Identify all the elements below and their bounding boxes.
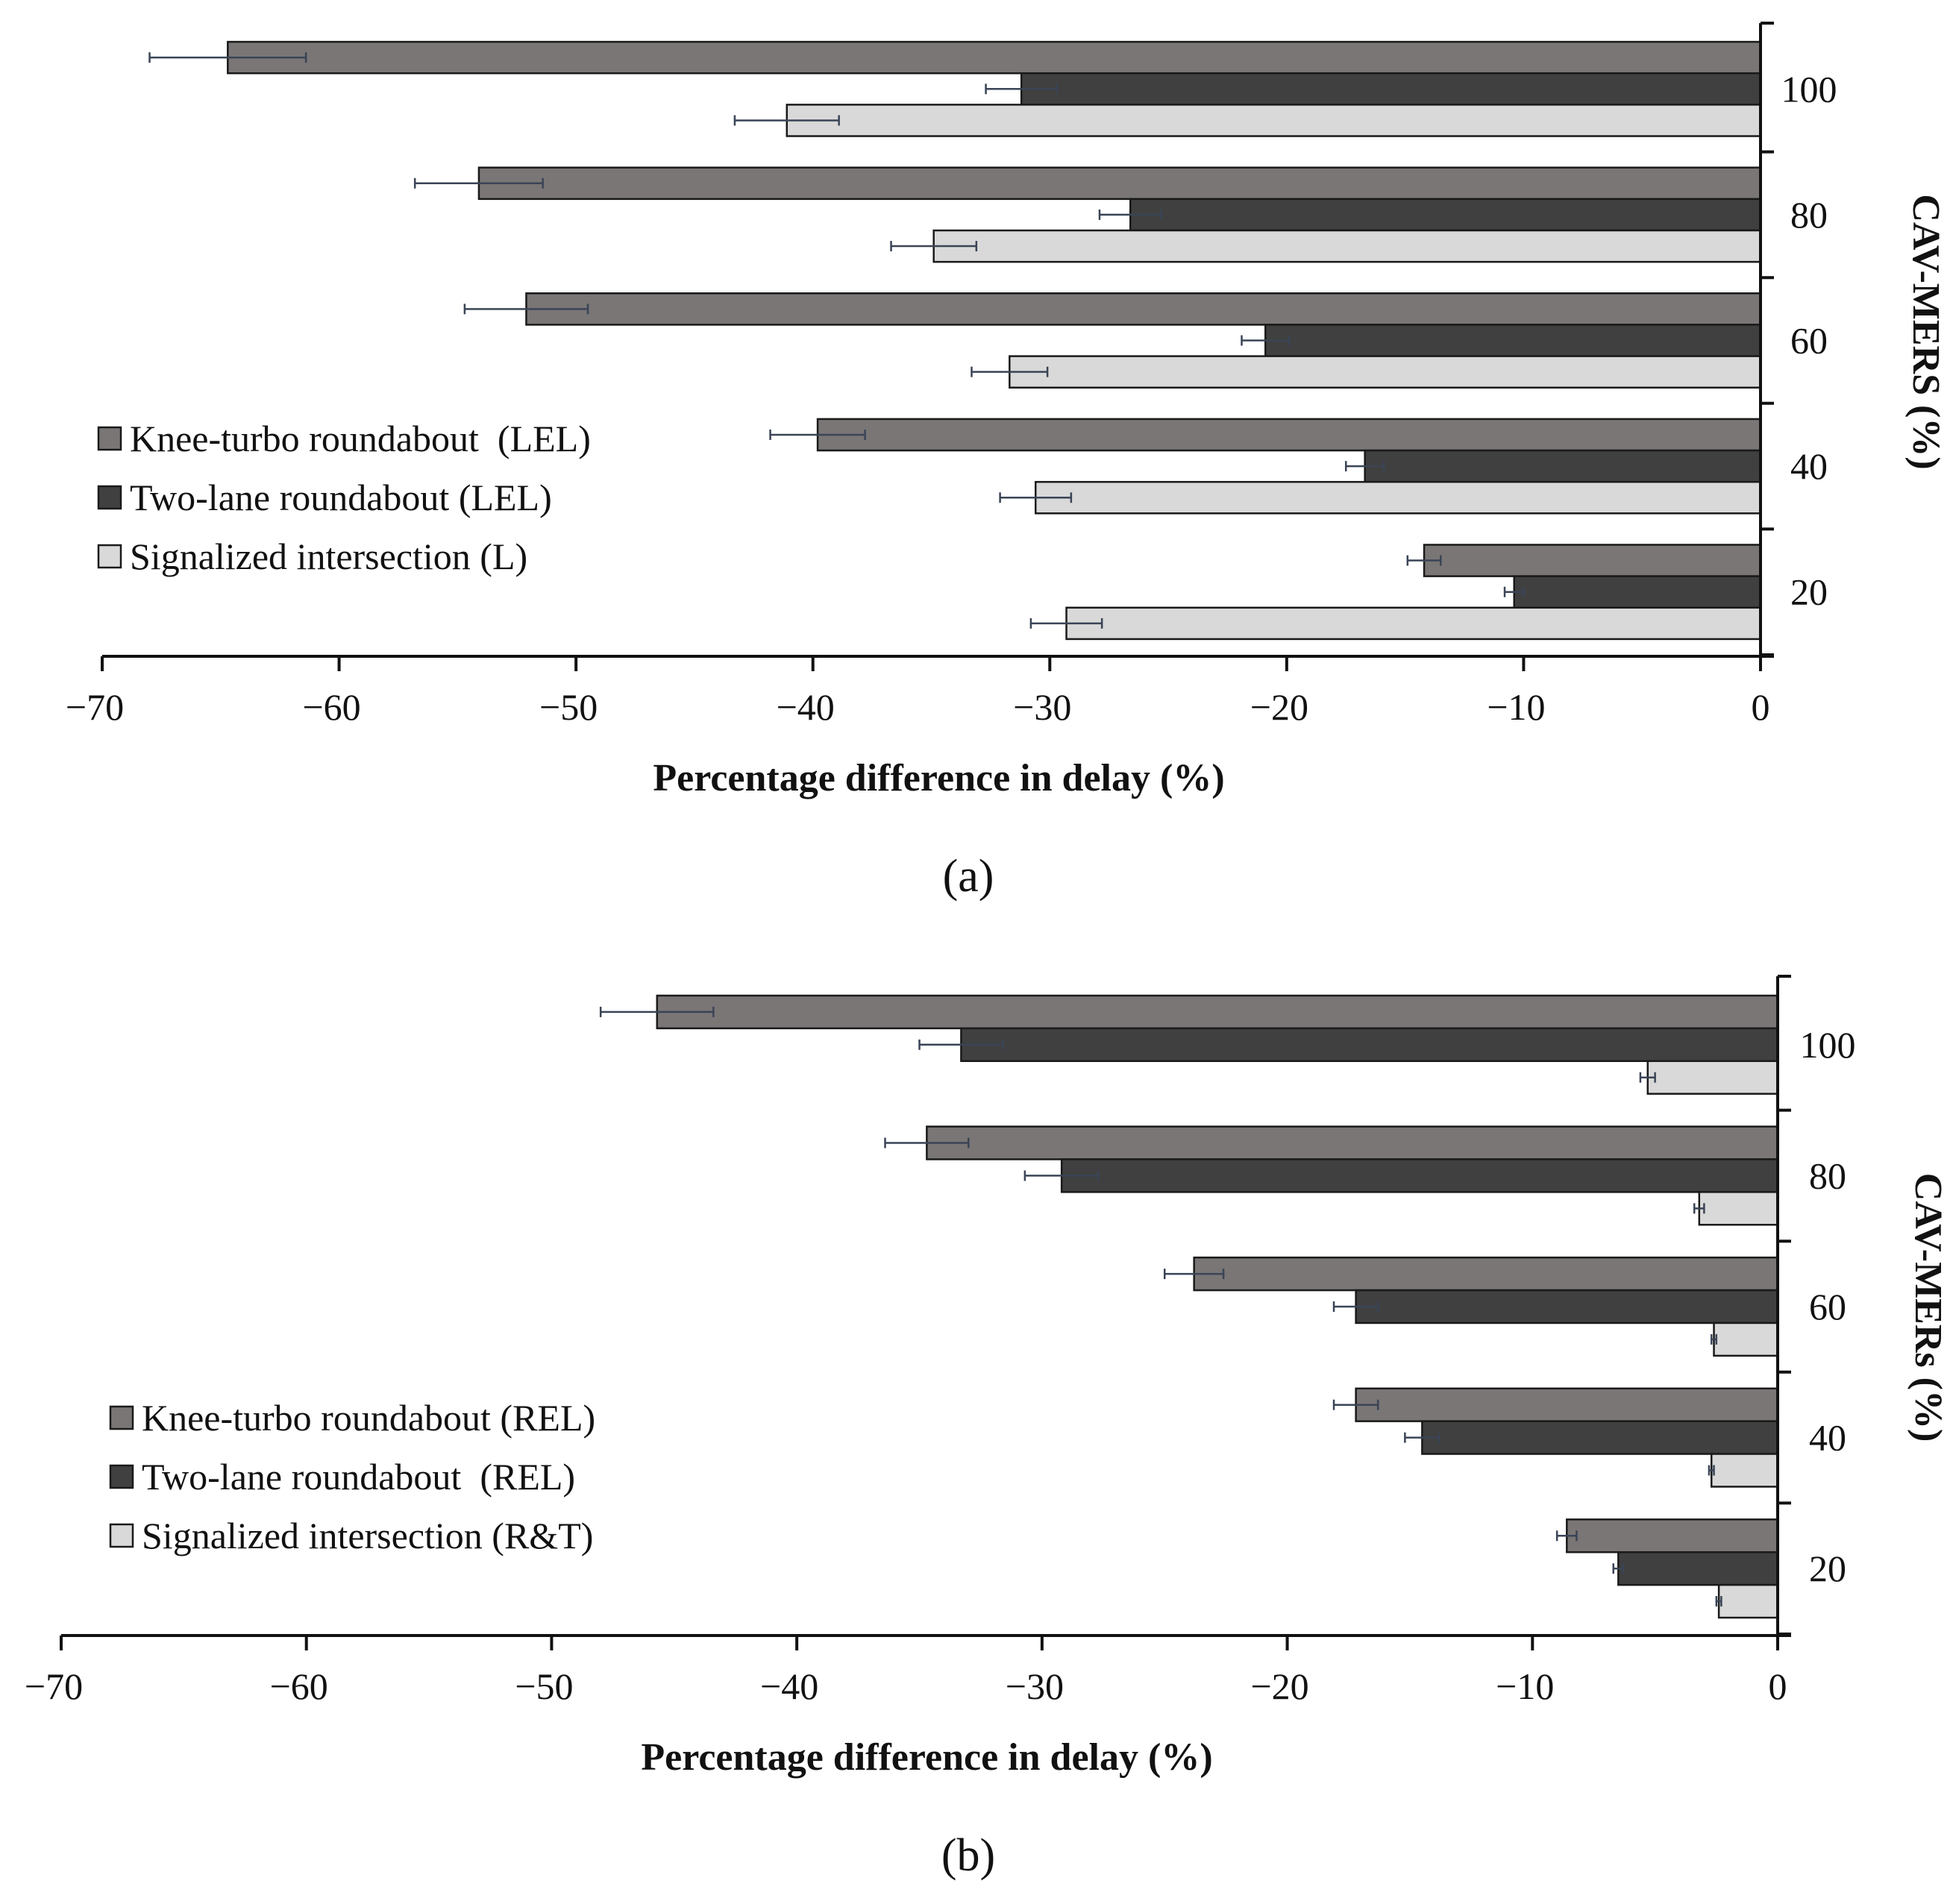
legend: Knee-turbo roundabout (LEL) Two-lane roun… [97,418,591,577]
bar [960,1027,1779,1062]
category-label: 100 [1800,1024,1856,1066]
legend-swatch [97,426,122,451]
category-label: 80 [1790,194,1828,236]
x-tick-label: −60 [302,686,360,728]
legend-swatch [109,1523,134,1548]
category-label: 80 [1809,1154,1846,1196]
x-tick-label: −40 [760,1665,818,1707]
x-tick-label: −30 [1013,686,1071,728]
bar [1646,1060,1779,1095]
x-tick-label: −10 [1496,1665,1554,1707]
bar [1355,1289,1779,1325]
bar [1264,324,1762,357]
x-tick-label: −60 [270,1665,328,1707]
bar [926,1125,1779,1160]
legend-entry-label: Signalized intersection (L) [130,535,527,577]
category-label: 40 [1790,445,1828,487]
chart-panel-b: 100 80 60 40 20 −70 −60 −50 −40 −30 −20 −10 0 Percent… [25,975,1949,1881]
bar [1009,355,1762,389]
bar [1355,1387,1779,1422]
legend-swatch [97,485,122,510]
bar [1710,1453,1779,1488]
bar [1034,480,1762,515]
bar [1364,449,1762,483]
x-tick-label: −70 [66,686,124,728]
category-label: 60 [1790,320,1828,362]
panel-label: (a) [943,851,994,902]
y-axis-title: CAV-MERs (%) [1907,1173,1949,1442]
legend-swatch [109,1464,134,1489]
bar [477,166,1762,201]
bar [1713,1322,1779,1357]
bar [1193,1256,1779,1292]
x-tick-label: −40 [777,686,835,728]
bar [1617,1551,1779,1586]
bar [1423,544,1762,577]
x-tick-label: −30 [1006,1665,1064,1707]
x-tick-label: 0 [1752,686,1770,728]
bar [656,994,1779,1030]
bar [1513,575,1762,609]
bar [227,40,1762,75]
bar [1020,72,1762,106]
bar [1421,1420,1779,1455]
bar [525,292,1762,326]
legend: Knee-turbo roundabout (REL) Two-lane roun… [109,1397,595,1556]
x-tick-label: −50 [515,1665,573,1707]
chart-panel-a: 100 80 60 40 20 −70 −60 −50 −40 −30 −20 −10 0 Percent… [66,22,1947,902]
x-tick-label: −10 [1487,686,1545,728]
x-tick-label: −70 [25,1665,83,1707]
legend-entry-label: Two-lane roundabout (LEL) [130,477,552,518]
bar [786,104,1762,137]
bar [1717,1583,1779,1619]
x-tick-label: 0 [1769,1665,1787,1707]
legend-entry-label: Two-lane roundabout (REL) [142,1456,575,1498]
bar [816,418,1762,452]
x-tick-label: −20 [1250,1665,1308,1707]
bar [1129,198,1762,232]
category-label: 20 [1809,1548,1846,1589]
bar [1566,1518,1779,1553]
category-label: 100 [1781,68,1837,110]
x-axis-title: Percentage difference in delay (%) [653,757,1224,799]
x-tick-label: −20 [1250,686,1308,728]
category-label: 40 [1809,1417,1846,1459]
x-tick-label: −50 [539,686,598,728]
legend-swatch [97,544,122,569]
bar [1698,1191,1779,1226]
x-axis-title: Percentage difference in delay (%) [641,1736,1212,1779]
legend-entry-label: Knee-turbo roundabout (REL) [142,1397,595,1439]
legend-entry-label: Knee-turbo roundabout (LEL) [130,418,591,459]
bar [1065,606,1762,641]
category-label: 60 [1809,1286,1846,1328]
legend-swatch [109,1405,134,1430]
panel-label: (b) [941,1830,995,1881]
y-axis-title: CAV-MERS (%) [1904,194,1947,469]
legend-entry-label: Signalized intersection (R&T) [142,1515,593,1556]
bar [932,229,1762,263]
category-label: 20 [1790,571,1828,613]
bar [1060,1158,1779,1193]
